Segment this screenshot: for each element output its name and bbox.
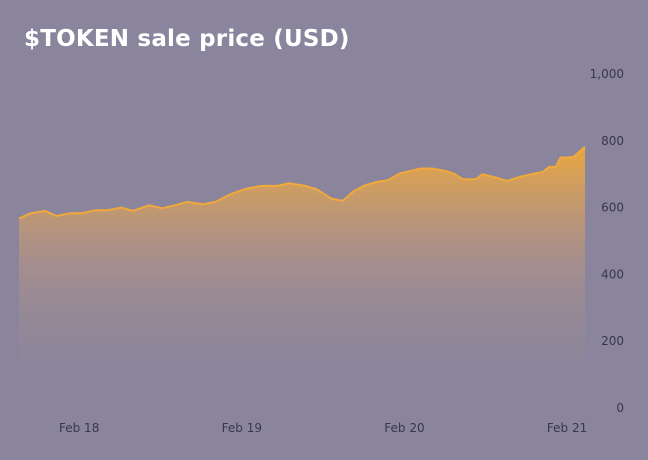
y-tick-label: 400: [601, 267, 624, 281]
x-tick-label: Feb 18: [59, 421, 99, 435]
x-tick-label: Feb 21: [547, 421, 587, 435]
y-tick-label: 600: [601, 201, 624, 215]
x-axis-ticks: Feb 18 Feb 19 Feb 20 Feb 21: [59, 421, 587, 435]
y-tick-label: 200: [601, 334, 624, 348]
price-area: [19, 146, 585, 409]
y-tick-label: 1,000: [590, 67, 624, 81]
x-tick-label: Feb 19: [222, 421, 262, 435]
y-axis-ticks: 0 200 400 600 800 1,000: [590, 67, 624, 415]
price-line: [18, 146, 586, 220]
chart-title: $TOKEN sale price (USD): [24, 26, 350, 52]
x-tick-label: Feb 20: [384, 421, 424, 435]
y-tick-label: 800: [601, 134, 624, 148]
y-tick-label: 0: [616, 401, 624, 415]
